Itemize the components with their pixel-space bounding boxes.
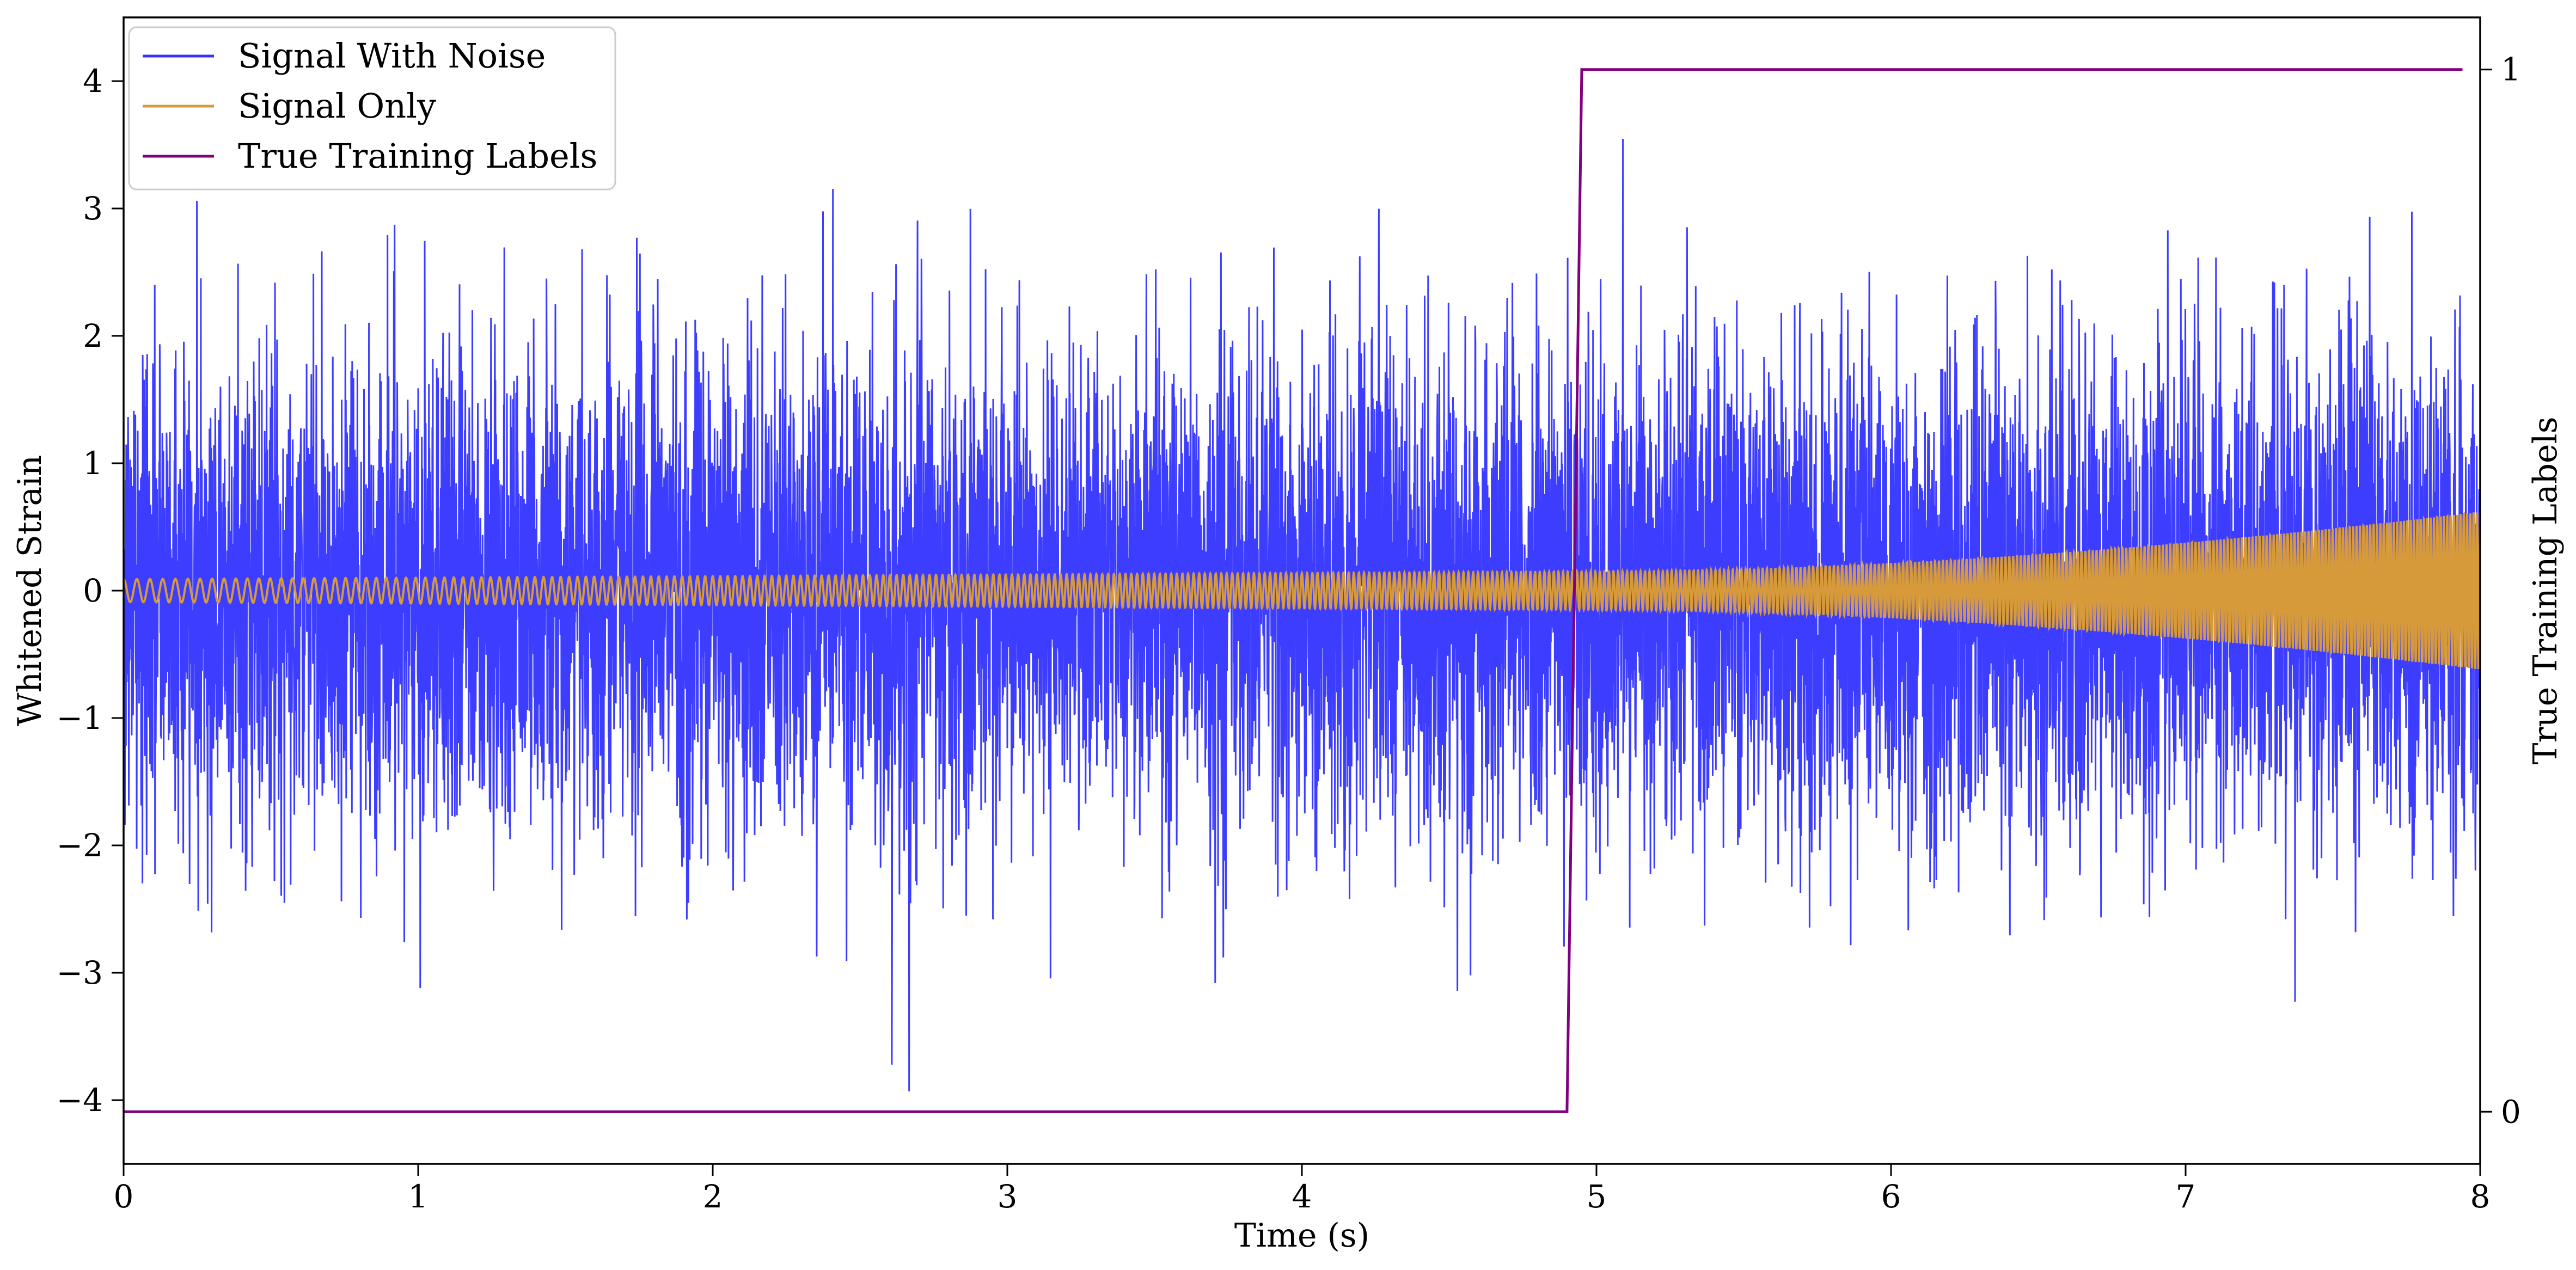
true-training-labels-line (124, 68, 2463, 1113)
series-true-training-labels (124, 68, 2463, 1113)
y-tick-label: −4 (57, 1082, 103, 1119)
y-tick-label: 3 (83, 190, 103, 227)
x-axis-ticks: 0 1 2 3 4 5 6 7 8 (114, 1164, 2491, 1215)
y-tick-label: −1 (57, 700, 103, 737)
series-signal-only (123, 511, 2481, 670)
legend-label-signal-with-noise: Signal With Noise (238, 36, 546, 76)
y2-tick-label: 0 (2501, 1093, 2521, 1130)
x-tick-label: 1 (408, 1178, 429, 1215)
legend-label-signal-only: Signal Only (238, 86, 436, 126)
x-tick-label: 5 (1587, 1178, 1607, 1215)
x-tick-label: 7 (2176, 1178, 2196, 1215)
y-tick-label: −2 (57, 827, 103, 864)
x-tick-label: 6 (1881, 1178, 1901, 1215)
y-tick-label: 0 (83, 572, 103, 609)
y-axis-label: Whitened Strain (11, 455, 49, 726)
y-tick-label: −3 (57, 954, 103, 991)
x-tick-label: 0 (114, 1178, 134, 1215)
x-tick-label: 3 (998, 1178, 1018, 1215)
x-tick-label: 8 (2470, 1178, 2491, 1215)
legend-box (128, 26, 616, 191)
y-tick-label: 1 (83, 445, 103, 482)
legend-label-true-training-labels: True Training Labels (238, 136, 597, 176)
y-tick-label: 2 (83, 317, 103, 354)
legend: Signal With Noise Signal Only True Train… (128, 26, 616, 191)
x-axis-label: Time (s) (1234, 1217, 1369, 1255)
signal-only-line (123, 511, 2481, 670)
x-tick-label: 2 (703, 1178, 723, 1215)
y-tick-label: 4 (83, 63, 103, 100)
y2-tick-label: 1 (2501, 51, 2521, 88)
x-tick-label: 4 (1292, 1178, 1312, 1215)
y-axis-ticks: −4 −3 −2 −1 0 1 2 3 4 (57, 63, 124, 1119)
y2-axis-ticks: 01 (2480, 51, 2521, 1130)
y2-axis-label: True Training Labels (2526, 416, 2565, 764)
